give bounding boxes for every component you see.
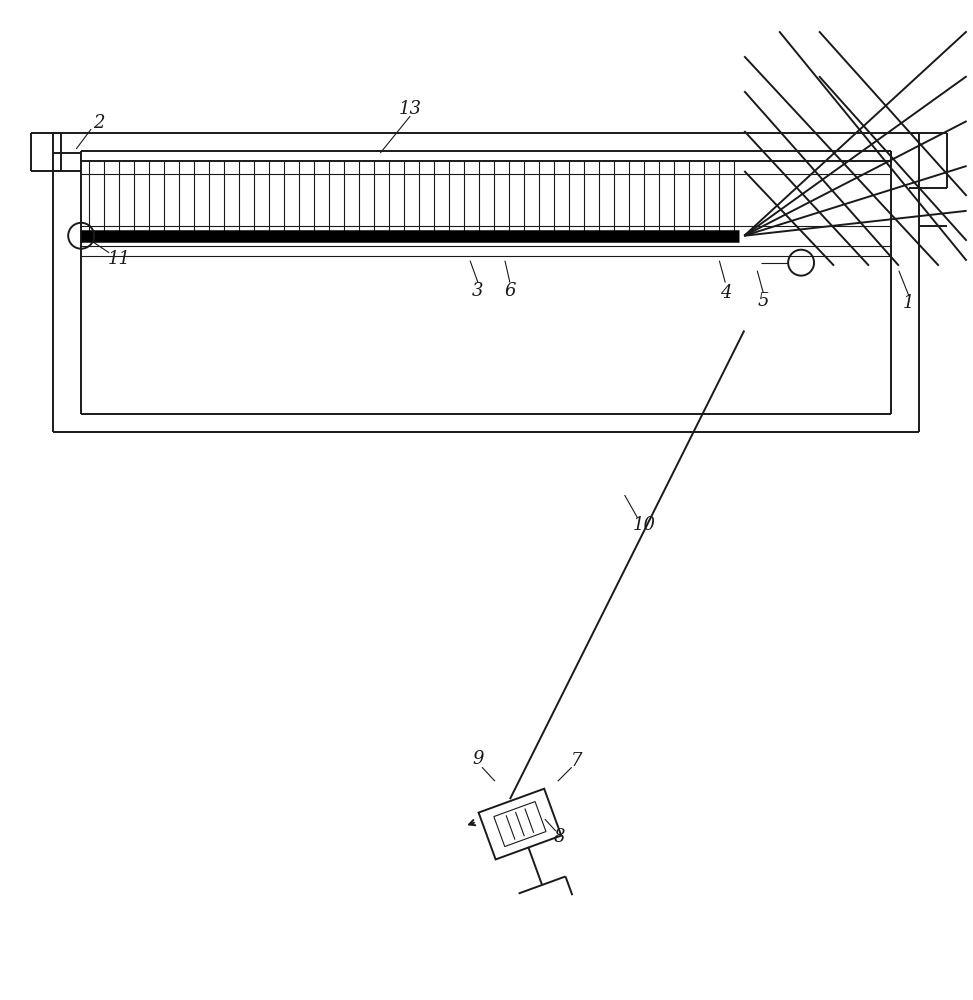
Text: 9: 9 bbox=[472, 750, 484, 768]
Text: 3: 3 bbox=[472, 282, 484, 300]
Text: 5: 5 bbox=[757, 292, 769, 310]
Text: 1: 1 bbox=[903, 294, 915, 312]
Text: 8: 8 bbox=[554, 828, 565, 846]
Text: 2: 2 bbox=[93, 114, 105, 132]
Text: 4: 4 bbox=[720, 284, 731, 302]
Text: 7: 7 bbox=[571, 752, 583, 770]
Text: 11: 11 bbox=[108, 250, 130, 268]
Text: 6: 6 bbox=[504, 282, 516, 300]
Text: 10: 10 bbox=[633, 516, 656, 534]
Text: 13: 13 bbox=[399, 100, 421, 118]
